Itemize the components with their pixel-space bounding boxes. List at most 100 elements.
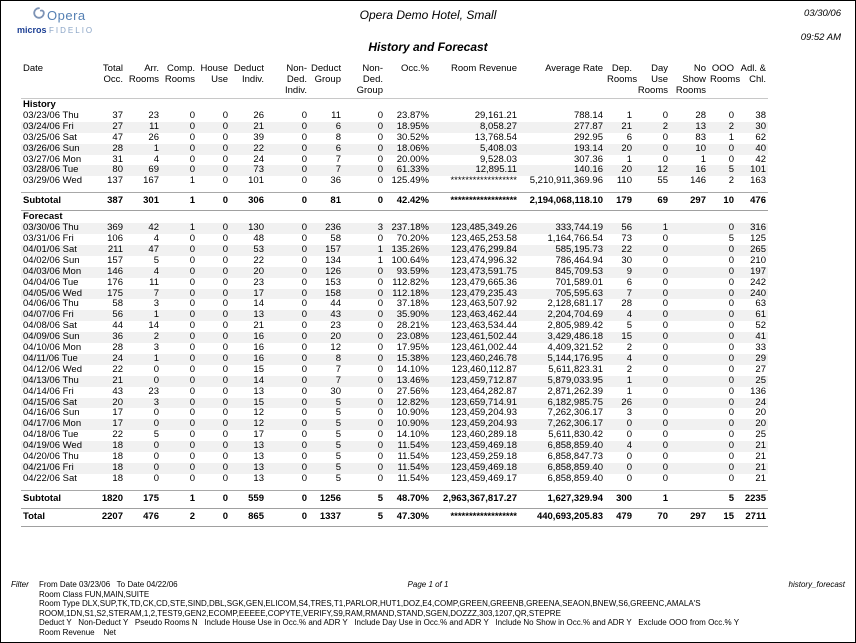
- value-cell: 242: [750, 277, 766, 288]
- filter-label: Filter: [11, 580, 29, 589]
- value-cell: [670, 256, 708, 267]
- value-cell: 63: [755, 299, 766, 310]
- value-cell: 106: [107, 233, 123, 244]
- date-cell: 03/29/06 Wed: [23, 176, 82, 187]
- column-header: Date: [21, 63, 93, 99]
- value-cell: 0: [301, 386, 307, 397]
- value-cell: 3: [153, 343, 159, 354]
- value-cell: 22: [112, 364, 123, 375]
- value-cell: 0: [377, 386, 383, 397]
- date-cell: 04/10/06 Mon: [23, 343, 82, 354]
- value-cell: 6,858,859.40: [519, 463, 605, 474]
- value-cell: 11.54%: [397, 452, 429, 463]
- value-cell: 0: [377, 430, 383, 441]
- value-cell: 0: [301, 233, 307, 244]
- value-cell: 21: [253, 321, 264, 332]
- value-cell: 21: [755, 473, 766, 484]
- value-cell: 2,194,068,118.10: [519, 192, 605, 212]
- section-label-text: History: [23, 99, 56, 110]
- value-cell: 158: [309, 288, 343, 300]
- subtotal-row: Subtotal 387 301 1 0 306 0 81 0 42.42% ***********…: [21, 192, 768, 212]
- hotel-name: Opera Demo Hotel, Small: [359, 8, 497, 22]
- value-cell: 0: [161, 244, 197, 256]
- date-cell: 03/25/06 Sat: [23, 132, 77, 143]
- date-cell: 04/20/06 Thu: [23, 452, 79, 463]
- value-cell: 17: [112, 408, 123, 419]
- value-cell: 0: [728, 473, 734, 484]
- table-header: Date Total Occ. Arr. Rooms Comp. Rooms House…: [21, 63, 768, 99]
- value-cell: 0: [708, 223, 736, 234]
- value-cell: 0: [634, 288, 670, 300]
- date-cell: 04/07/06 Fri: [21, 310, 93, 322]
- value-cell: 0: [189, 132, 195, 143]
- value-cell: 12: [230, 419, 266, 431]
- date-cell: Subtotal: [21, 192, 93, 212]
- value-cell: 13: [253, 473, 264, 484]
- total-row: Total 2207 476 2 0 865 0 1337 5 47.30% ***********…: [21, 508, 768, 527]
- value-cell: 4: [605, 441, 634, 453]
- value-cell: 93.59%: [385, 266, 431, 278]
- value-cell: 0: [266, 266, 309, 278]
- value-cell: 0: [222, 452, 228, 463]
- value-cell: 38: [755, 110, 766, 121]
- value-cell: 17.95%: [396, 343, 429, 354]
- value-cell: 307.36: [573, 154, 603, 165]
- value-cell: 5,210,911,369.96: [529, 176, 603, 187]
- value-cell: [670, 430, 708, 441]
- value-cell: 0: [708, 463, 736, 474]
- value-cell: 0: [189, 154, 195, 165]
- date-cell: Total: [21, 508, 93, 527]
- value-cell: 0: [266, 463, 309, 474]
- value-cell: 0: [153, 452, 159, 463]
- value-cell: 47: [112, 132, 123, 143]
- value-cell: [670, 463, 708, 474]
- value-cell: 21: [230, 121, 266, 133]
- value-cell: 0: [161, 397, 197, 409]
- value-cell: 21: [93, 375, 125, 387]
- date-cell: 03/28/06 Tue: [21, 165, 93, 177]
- value-cell: 73: [621, 233, 632, 244]
- value-cell: 12: [253, 408, 264, 419]
- value-cell: 28.21%: [396, 321, 429, 332]
- value-cell: [670, 343, 708, 354]
- value-cell: 6: [626, 277, 632, 288]
- column-header: Day Use Rooms: [634, 63, 670, 99]
- column-header: Non-Ded. Indiv.: [266, 63, 309, 99]
- value-cell: 0: [197, 419, 230, 431]
- value-cell: 0: [222, 430, 228, 441]
- value-cell: 0: [161, 266, 197, 278]
- value-cell: [670, 310, 708, 322]
- value-cell: 0: [197, 490, 230, 509]
- value-cell: 2: [634, 121, 670, 133]
- value-cell: 179: [605, 192, 634, 212]
- value-cell: 0: [197, 397, 230, 409]
- value-cell: 292.95: [573, 132, 603, 143]
- date-cell: 04/03/06 Mon: [21, 266, 93, 278]
- subtotal-row: Subtotal 1820 175 1 0 559 0 1256 5 48.70% 2,963,36…: [21, 490, 768, 509]
- value-cell: 36: [330, 176, 341, 187]
- value-cell: [670, 474, 708, 485]
- table-row: 03/28/06 Tue 80 69 0 0 73 0 7 0 61.33% 12,895.11 14…: [21, 165, 768, 177]
- value-cell: 43: [309, 310, 343, 322]
- column-header: Total Occ.: [93, 63, 125, 99]
- value-cell: [670, 266, 708, 278]
- value-cell: 297: [670, 192, 708, 212]
- value-cell: 0: [662, 473, 668, 484]
- value-cell: 0: [343, 332, 385, 344]
- value-cell: 0: [377, 277, 383, 288]
- value-cell: 18: [112, 452, 123, 463]
- table-row: 04/09/06 Sun 36 2 0 0 16 0 20 0 23.08% 123,461,502…: [21, 332, 768, 344]
- value-cell: 13: [230, 310, 266, 322]
- value-cell: 123,474,996.32: [450, 255, 517, 266]
- value-cell: 5: [335, 452, 341, 463]
- value-cell: 101: [248, 176, 264, 187]
- column-header: No Show Rooms: [670, 63, 708, 99]
- column-header: House Use: [197, 63, 230, 99]
- value-cell: 559: [230, 490, 266, 509]
- value-cell: [670, 419, 708, 431]
- value-cell: 0: [343, 266, 385, 278]
- value-cell: 0: [189, 110, 195, 121]
- table-row: 04/02/06 Sun 157 5 0 0 22 0 134 1 100.64% 123,474,…: [21, 256, 768, 267]
- value-cell: 10.90%: [385, 419, 431, 431]
- value-cell: 5: [335, 473, 341, 484]
